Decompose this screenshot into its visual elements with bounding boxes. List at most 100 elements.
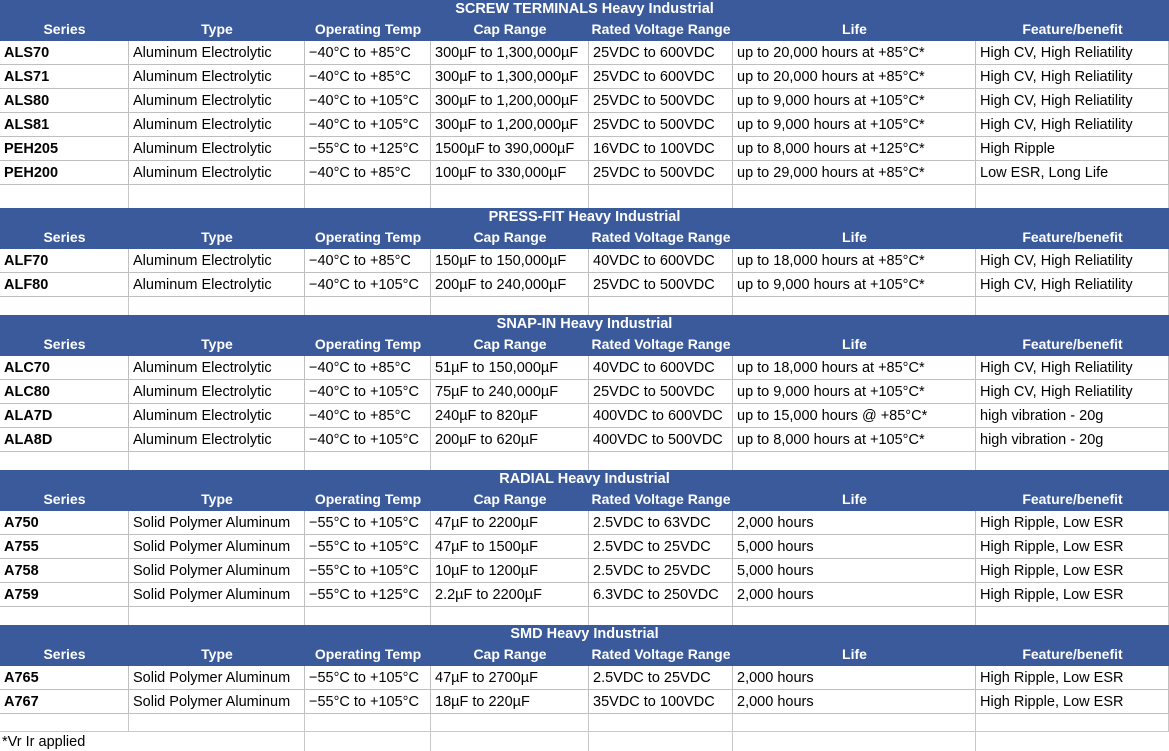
cell-feature-benefit: High Ripple, Low ESR xyxy=(976,666,1169,690)
table-row: PEH200 Aluminum Electrolytic −40°C to +85°… xyxy=(0,161,1169,185)
cell-operating-temp: −40°C to +85°C xyxy=(305,161,431,185)
cell-cap-range: 150µF to 150,000µF xyxy=(431,249,589,273)
cell-type: Aluminum Electrolytic xyxy=(129,249,305,273)
cell-life: 5,000 hours xyxy=(733,559,976,583)
cell-type: Aluminum Electrolytic xyxy=(129,428,305,452)
cell-rated-voltage-range: 6.3VDC to 250VDC xyxy=(589,583,733,607)
cell-rated-voltage-range: 25VDC to 500VDC xyxy=(589,380,733,404)
cell-series: ALC80 xyxy=(0,380,129,404)
empty-cell xyxy=(305,714,431,732)
table-row: A750 Solid Polymer Aluminum −55°C to +105°… xyxy=(0,511,1169,535)
cell-life: up to 29,000 hours at +85°C* xyxy=(733,161,976,185)
cell-rated-voltage-range: 2.5VDC to 25VDC xyxy=(589,535,733,559)
empty-cell xyxy=(0,297,129,315)
column-header-feature-benefit: Feature/benefit xyxy=(1022,491,1123,507)
table-row: A759 Solid Polymer Aluminum −55°C to +125°… xyxy=(0,583,1169,607)
cell-operating-temp: −40°C to +105°C xyxy=(305,380,431,404)
cell-feature-benefit: High CV, High Reliatility xyxy=(976,356,1169,380)
column-header-cap-range: Cap Range xyxy=(473,646,547,662)
cell-cap-range: 47µF to 1500µF xyxy=(431,535,589,559)
table-title: SMD Heavy Industrial xyxy=(0,625,1169,644)
cell-rated-voltage-range: 400VDC to 500VDC xyxy=(589,428,733,452)
table-row: ALC80 Aluminum Electrolytic −40°C to +105°… xyxy=(0,380,1169,404)
table-row: ALA7D Aluminum Electrolytic −40°C to +85°C… xyxy=(0,404,1169,428)
table-row: ALS71 Aluminum Electrolytic −40°C to +85°C… xyxy=(0,65,1169,89)
cell-operating-temp: −40°C to +85°C xyxy=(305,356,431,380)
cell-rated-voltage-range: 25VDC to 500VDC xyxy=(589,113,733,137)
cell-series: ALA7D xyxy=(0,404,129,428)
empty-cell xyxy=(129,297,305,315)
empty-cell xyxy=(733,607,976,625)
column-header-operating-temp: Operating Temp xyxy=(314,336,422,352)
column-header-rated-voltage-range: Rated Voltage Range xyxy=(591,336,731,352)
cell-type: Aluminum Electrolytic xyxy=(129,113,305,137)
column-header-type: Type xyxy=(201,491,233,507)
column-header-type: Type xyxy=(201,336,233,352)
cell-life: 2,000 hours xyxy=(733,583,976,607)
cell-feature-benefit: High Ripple xyxy=(976,137,1169,161)
cell-life: up to 9,000 hours at +105°C* xyxy=(733,273,976,297)
cell-rated-voltage-range: 2.5VDC to 63VDC xyxy=(589,511,733,535)
cell-operating-temp: −40°C to +105°C xyxy=(305,89,431,113)
empty-cell xyxy=(976,452,1169,470)
empty-cell xyxy=(733,732,976,751)
column-header-type: Type xyxy=(201,21,233,37)
cell-cap-range: 300µF to 1,200,000µF xyxy=(431,113,589,137)
empty-cell xyxy=(129,714,305,732)
cell-operating-temp: −40°C to +85°C xyxy=(305,65,431,89)
table-section: SNAP-IN Heavy Industrial Series Type Operat… xyxy=(0,315,1169,470)
cell-life: 2,000 hours xyxy=(733,666,976,690)
cell-type: Solid Polymer Aluminum xyxy=(129,535,305,559)
column-header-series: Series xyxy=(43,646,86,662)
empty-cell xyxy=(431,714,589,732)
column-header-series: Series xyxy=(43,491,86,507)
empty-cell xyxy=(976,297,1169,315)
cell-feature-benefit: High CV, High Reliatility xyxy=(976,89,1169,113)
column-header-type: Type xyxy=(201,229,233,245)
column-header-cap-range: Cap Range xyxy=(473,229,547,245)
empty-cell xyxy=(431,607,589,625)
empty-cell xyxy=(589,297,733,315)
empty-cell xyxy=(589,732,733,751)
table-section: PRESS-FIT Heavy Industrial Series Type Oper… xyxy=(0,208,1169,315)
spacer-row xyxy=(0,185,1169,208)
cell-rated-voltage-range: 400VDC to 600VDC xyxy=(589,404,733,428)
table-row: ALS70 Aluminum Electrolytic −40°C to +85°C… xyxy=(0,41,1169,65)
cell-operating-temp: −55°C to +105°C xyxy=(305,535,431,559)
cell-cap-range: 240µF to 820µF xyxy=(431,404,589,428)
spacer-row xyxy=(0,297,1169,315)
empty-cell xyxy=(0,185,129,208)
empty-cell xyxy=(431,185,589,208)
empty-cell xyxy=(305,732,431,751)
cell-feature-benefit: High Ripple, Low ESR xyxy=(976,559,1169,583)
column-header-operating-temp: Operating Temp xyxy=(314,21,422,37)
cell-rated-voltage-range: 2.5VDC to 25VDC xyxy=(589,666,733,690)
column-header-feature-benefit: Feature/benefit xyxy=(1022,21,1123,37)
cell-series: A750 xyxy=(0,511,129,535)
cell-series: ALA8D xyxy=(0,428,129,452)
empty-cell xyxy=(976,732,1169,751)
column-header-life: Life xyxy=(842,21,867,37)
cell-life: up to 20,000 hours at +85°C* xyxy=(733,41,976,65)
cell-series: ALS80 xyxy=(0,89,129,113)
footnote-row: *Vr Ir applied xyxy=(0,732,1169,751)
empty-cell xyxy=(129,452,305,470)
cell-life: up to 18,000 hours at +85°C* xyxy=(733,249,976,273)
cell-cap-range: 18µF to 220µF xyxy=(431,690,589,714)
table-row: ALA8D Aluminum Electrolytic −40°C to +105°… xyxy=(0,428,1169,452)
cell-series: ALF70 xyxy=(0,249,129,273)
cell-series: A755 xyxy=(0,535,129,559)
cell-type: Aluminum Electrolytic xyxy=(129,404,305,428)
table-row: A765 Solid Polymer Aluminum −55°C to +105°… xyxy=(0,666,1169,690)
cell-type: Aluminum Electrolytic xyxy=(129,41,305,65)
cell-feature-benefit: High CV, High Reliatility xyxy=(976,249,1169,273)
cell-operating-temp: −40°C to +85°C xyxy=(305,249,431,273)
cell-series: ALC70 xyxy=(0,356,129,380)
column-header-life: Life xyxy=(842,646,867,662)
table-row: ALS81 Aluminum Electrolytic −40°C to +105°… xyxy=(0,113,1169,137)
column-header-series: Series xyxy=(43,21,86,37)
cell-feature-benefit: High Ripple, Low ESR xyxy=(976,511,1169,535)
cell-feature-benefit: High CV, High Reliatility xyxy=(976,380,1169,404)
header-row: Series Type Operating Temp Cap Range Rated V… xyxy=(0,227,1169,249)
cell-operating-temp: −40°C to +105°C xyxy=(305,113,431,137)
